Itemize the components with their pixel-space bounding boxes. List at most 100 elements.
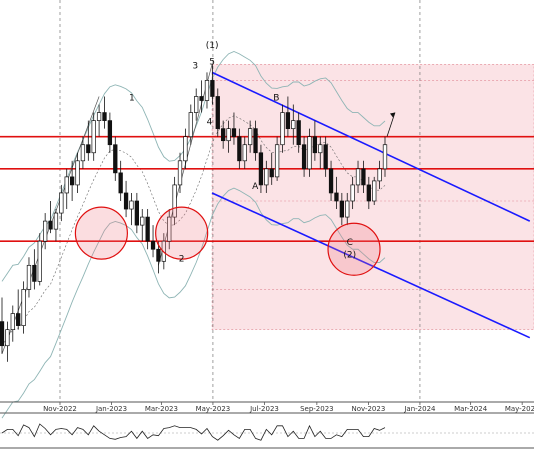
candle-body-1: [5, 329, 10, 347]
candle-body-39: [210, 80, 215, 97]
wave-label-0: (1): [206, 41, 219, 51]
candle-body-32: [172, 184, 177, 218]
candle-body-61: [328, 168, 334, 194]
candle-body-8: [43, 220, 48, 242]
candle-body-67: [361, 168, 366, 186]
wave-label-4: 1: [129, 94, 135, 104]
wave-label-8: C: [347, 238, 353, 248]
candle-body-24: [129, 200, 134, 210]
candle-body-3: [16, 313, 21, 326]
channel-lower-line: [211, 192, 531, 339]
candle-body-7: [37, 240, 42, 282]
candle-body-11: [59, 192, 64, 214]
wave-label-7: B: [273, 94, 279, 104]
candle-body-28: [150, 240, 156, 250]
candle-body-65: [350, 184, 355, 202]
candle-body-19: [102, 112, 107, 121]
candle-body-21: [113, 144, 118, 174]
candle-body-18: [96, 112, 102, 121]
candle-body-70: [377, 168, 382, 182]
wave-label-5: 2: [179, 254, 185, 264]
candle-body-6: [32, 264, 37, 282]
candle-body-13: [69, 176, 75, 186]
candle-body-47: [253, 128, 258, 154]
candle-body-60: [323, 144, 328, 170]
wave-label-2: 3: [192, 61, 198, 71]
candle-body-49: [264, 168, 269, 186]
wave-label-9: (2): [343, 250, 356, 260]
wave-label-1: 5: [209, 57, 215, 67]
x-tick-label-9: May-2024: [505, 405, 534, 413]
candle-body-27: [145, 216, 150, 242]
x-tick-label-8: Mar-2024: [454, 405, 488, 413]
candle-body-31: [167, 216, 172, 242]
x-tick-label-3: May-2023: [196, 405, 231, 413]
x-tick-label-2: Mar-2023: [145, 405, 178, 413]
x-tick-label-7: Jan-2024: [403, 405, 436, 413]
candle-body-46: [247, 128, 253, 146]
candle-body-57: [307, 136, 312, 170]
candle-body-41: [221, 128, 226, 142]
candle-body-40: [215, 96, 220, 129]
candle-body-43: [231, 128, 237, 138]
candle-body-69: [372, 180, 377, 202]
candle-body-56: [301, 144, 307, 170]
candle-body-4: [21, 289, 26, 326]
candle-body-2: [10, 313, 15, 330]
candle-body-10: [53, 212, 59, 230]
candle-body-71: [382, 144, 388, 170]
candle-body-53: [285, 112, 291, 129]
candle-body-34: [183, 136, 188, 162]
wave-label-6: A: [252, 182, 259, 192]
highlight-circle-0: [74, 206, 128, 260]
projection-arrow: [386, 112, 396, 137]
projection-arrowhead: [390, 112, 395, 118]
candle-body-38: [204, 80, 210, 101]
wave-label-3: 4: [207, 118, 213, 128]
x-tick-label-5: Sep-2023: [300, 405, 334, 413]
candle-body-62: [334, 192, 339, 202]
candle-body-66: [355, 168, 361, 186]
candle-body-68: [366, 184, 371, 202]
candle-body-48: [258, 152, 264, 186]
candle-body-22: [118, 172, 123, 194]
candle-body-64: [345, 200, 350, 218]
candle-body-51: [274, 144, 280, 178]
candle-body-0: [0, 321, 5, 347]
candle-body-37: [199, 96, 204, 101]
x-tick-label-6: Nov-2023: [351, 405, 385, 413]
candle-body-33: [177, 160, 183, 186]
candle-body-14: [75, 160, 80, 186]
candle-body-9: [48, 220, 53, 230]
candle-body-63: [339, 200, 344, 218]
candle-body-23: [123, 192, 129, 210]
candle-body-50: [269, 168, 274, 178]
candle-body-59: [318, 144, 323, 154]
highlight-circle-1: [155, 206, 209, 260]
candle-body-26: [140, 216, 145, 226]
candle-body-12: [64, 176, 69, 194]
candle-body-55: [296, 120, 301, 146]
oscillator-line: [1, 423, 386, 441]
candle-body-44: [237, 136, 242, 162]
candle-body-42: [226, 128, 231, 142]
candle-body-16: [86, 144, 91, 154]
candle-body-54: [291, 120, 296, 129]
candle-body-20: [107, 120, 113, 146]
x-tick-label-1: Jan-2023: [95, 405, 127, 413]
x-tick-label-4: Jul-2023: [249, 405, 279, 413]
candle-body-45: [242, 144, 247, 162]
candle-body-52: [280, 112, 285, 146]
envelope-mid: [1, 115, 386, 346]
candle-body-5: [26, 264, 32, 290]
candle-body-25: [134, 200, 140, 226]
channel-upper-line: [211, 71, 531, 222]
candle-body-58: [312, 136, 318, 154]
highlight-circle-2: [327, 222, 381, 276]
x-tick-label-0: Nov-2022: [43, 405, 77, 413]
candle-body-17: [91, 120, 96, 154]
candle-body-35: [188, 112, 193, 138]
envelope-lower: [1, 187, 386, 419]
